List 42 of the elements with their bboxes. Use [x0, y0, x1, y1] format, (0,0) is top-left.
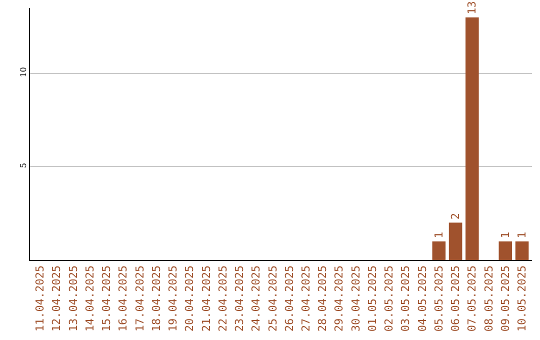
x-tick-label: 30.04.2025: [349, 265, 362, 332]
x-tick-label: 28.04.2025: [316, 265, 330, 332]
x-tick-label: 15.04.2025: [100, 265, 114, 332]
x-tick-label: 06.05.2025: [449, 265, 462, 332]
x-tick-label: 21.04.2025: [200, 265, 213, 332]
x-tick-label: 14.04.2025: [83, 265, 96, 332]
x-tick-label: 23.04.2025: [233, 265, 246, 332]
data-label: 1: [498, 232, 512, 238]
x-tick-label: 05.05.2025: [432, 265, 446, 332]
bar: [448, 222, 462, 260]
data-label: 1: [432, 232, 446, 238]
data-label: 1: [516, 232, 529, 238]
x-tick-label: 25.04.2025: [266, 265, 280, 332]
x-tick-label: 03.05.2025: [399, 265, 412, 332]
x-tick-label: 24.04.2025: [250, 265, 263, 332]
x-tick-label: 17.04.2025: [133, 265, 146, 332]
data-label: 2: [449, 213, 462, 220]
x-tick-label: 07.05.2025: [466, 265, 479, 332]
bar: [515, 241, 529, 260]
bar: [498, 241, 512, 260]
x-tick-label: 10.05.2025: [516, 265, 529, 332]
x-tick-label: 09.05.2025: [498, 265, 512, 332]
x-tick-label: 11.04.2025: [34, 265, 47, 332]
bar: [466, 17, 479, 260]
x-tick-label: 01.05.2025: [366, 265, 379, 332]
x-tick-label: 26.04.2025: [282, 265, 296, 332]
bar: [432, 241, 446, 260]
x-tick-label: 08.05.2025: [482, 265, 496, 332]
x-tick-label: 16.04.2025: [116, 265, 130, 332]
x-tick-label: 13.04.2025: [66, 265, 80, 332]
x-tick-label: 19.04.2025: [166, 265, 180, 332]
y-tick-label: 10: [18, 67, 28, 78]
data-label: 13: [466, 1, 479, 14]
y-tick-label: 5: [18, 162, 28, 168]
x-tick-label: 04.05.2025: [416, 265, 429, 332]
x-tick-label: 22.04.2025: [216, 265, 230, 332]
x-tick-label: 27.04.2025: [300, 265, 313, 332]
x-tick-label: 29.04.2025: [332, 265, 346, 332]
x-tick-label: 18.04.2025: [150, 265, 163, 332]
x-tick-label: 02.05.2025: [382, 265, 396, 332]
x-tick-label: 12.04.2025: [50, 265, 64, 332]
x-tick-label: 20.04.2025: [183, 265, 196, 332]
